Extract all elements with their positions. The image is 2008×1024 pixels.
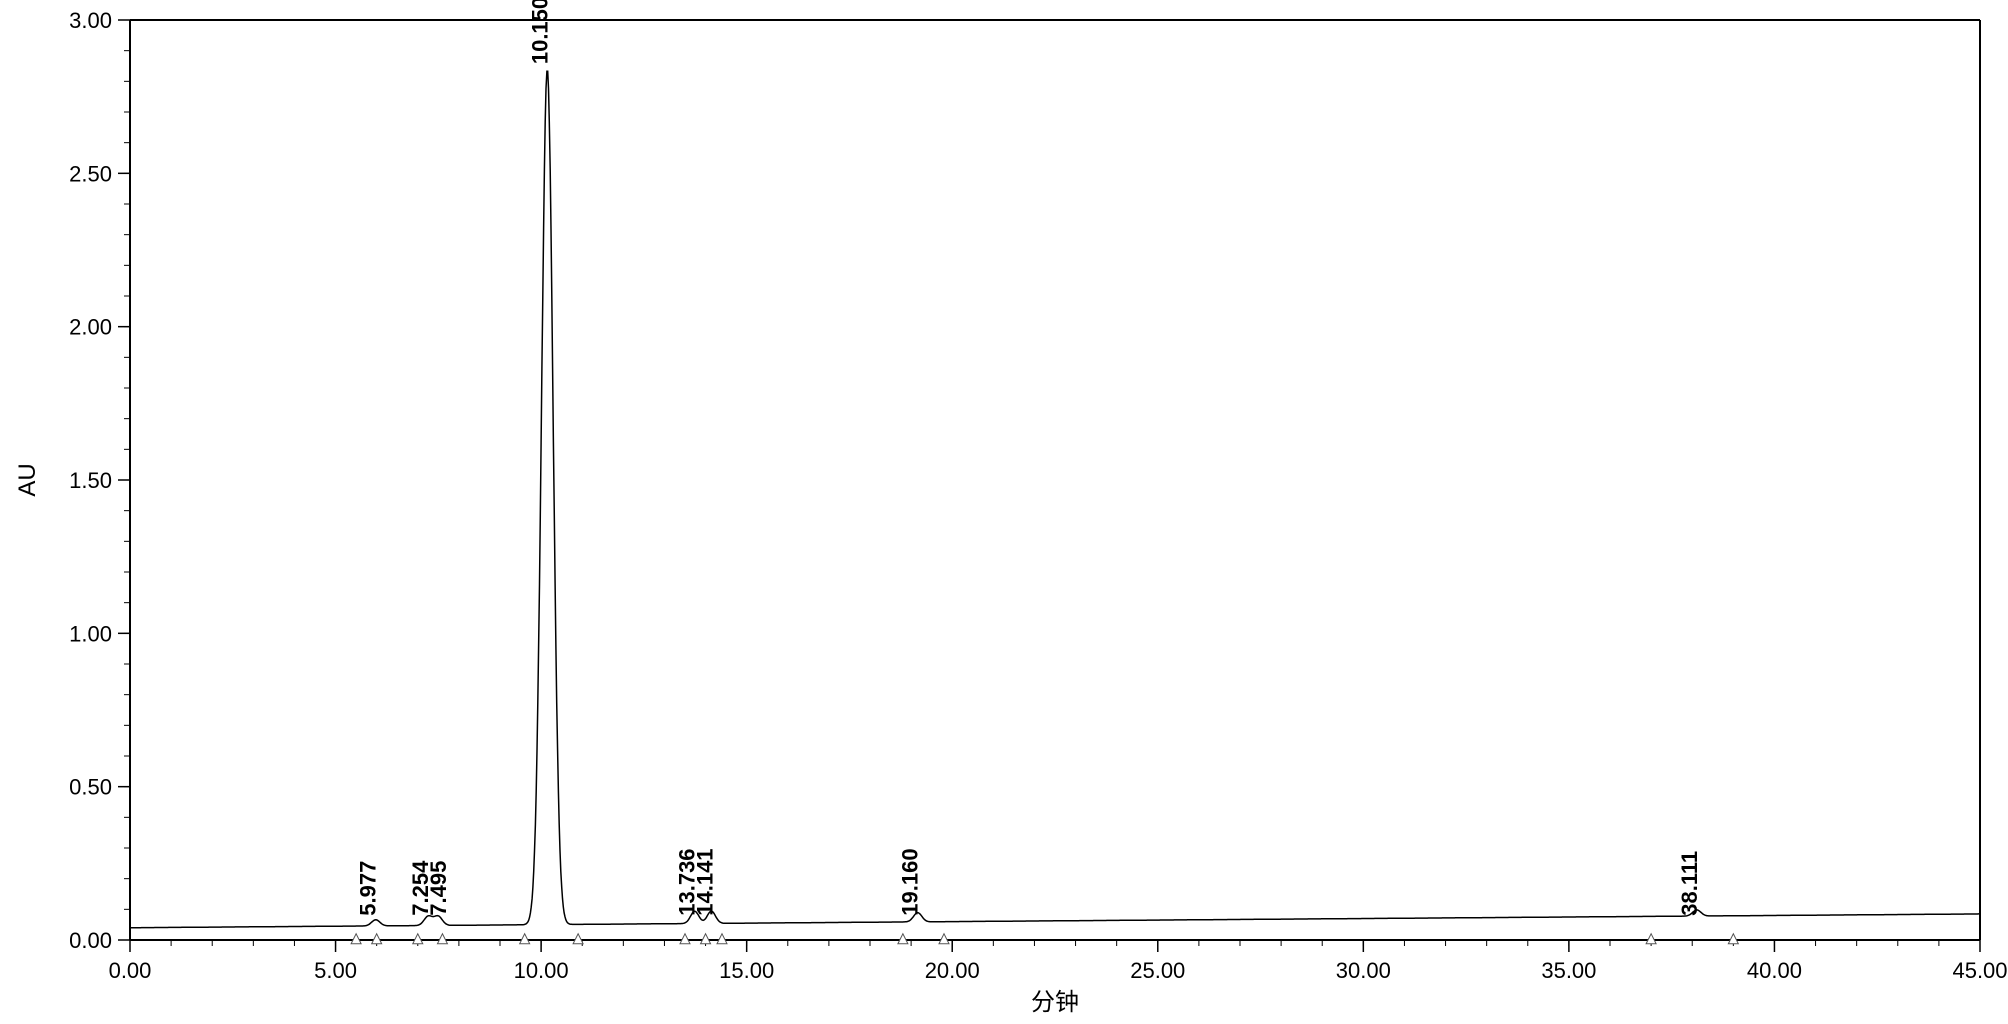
integration-marker bbox=[372, 934, 382, 944]
x-tick-label: 20.00 bbox=[925, 958, 980, 983]
x-tick-label: 0.00 bbox=[109, 958, 152, 983]
x-tick-label: 35.00 bbox=[1541, 958, 1596, 983]
x-tick-label: 30.00 bbox=[1336, 958, 1391, 983]
y-tick-label: 0.00 bbox=[69, 928, 112, 953]
peak-label: 7.495 bbox=[426, 861, 451, 916]
y-tick-label: 1.00 bbox=[69, 621, 112, 646]
x-tick-label: 5.00 bbox=[314, 958, 357, 983]
peak-label: 10.150 bbox=[527, 0, 552, 64]
peak-label: 5.977 bbox=[356, 861, 381, 916]
integration-marker bbox=[1646, 934, 1656, 944]
integration-marker bbox=[520, 934, 530, 944]
x-tick-label: 45.00 bbox=[1952, 958, 2007, 983]
y-tick-label: 1.50 bbox=[69, 468, 112, 493]
integration-marker bbox=[939, 934, 949, 944]
x-tick-label: 40.00 bbox=[1747, 958, 1802, 983]
x-tick-label: 10.00 bbox=[514, 958, 569, 983]
x-tick-label: 15.00 bbox=[719, 958, 774, 983]
peak-label: 19.160 bbox=[898, 848, 923, 915]
integration-marker bbox=[1728, 934, 1738, 944]
y-axis-label: AU bbox=[14, 463, 41, 496]
y-tick-label: 3.00 bbox=[69, 8, 112, 33]
x-axis-label: 分钟 bbox=[1031, 989, 1079, 1016]
integration-marker bbox=[898, 934, 908, 944]
integration-marker bbox=[717, 934, 727, 944]
y-tick-label: 0.50 bbox=[69, 775, 112, 800]
chromatogram-trace bbox=[130, 71, 1980, 928]
integration-marker bbox=[351, 934, 361, 944]
integration-marker bbox=[573, 934, 583, 944]
y-tick-label: 2.50 bbox=[69, 161, 112, 186]
x-tick-label: 25.00 bbox=[1130, 958, 1185, 983]
integration-marker bbox=[437, 934, 447, 944]
y-tick-label: 2.00 bbox=[69, 315, 112, 340]
integration-marker bbox=[413, 934, 423, 944]
integration-marker bbox=[701, 934, 711, 944]
chromatogram-chart: 0.00 0.50 1.00 1.50 2.00 2.50 3.00 0.00 5.00 10.0… bbox=[0, 0, 2008, 1024]
integration-marker bbox=[680, 934, 690, 944]
peak-label: 38.111 bbox=[1677, 851, 1702, 916]
chart-svg: 0.00 0.50 1.00 1.50 2.00 2.50 3.00 0.00 5.00 10.0… bbox=[0, 0, 2008, 1024]
peak-label: 14.141 bbox=[693, 848, 718, 915]
